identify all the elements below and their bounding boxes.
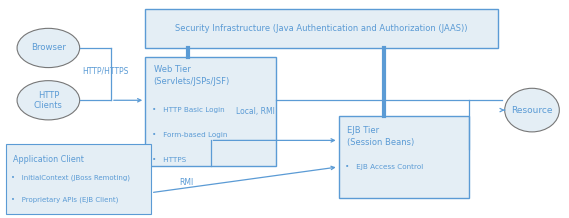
Text: Resource: Resource (512, 106, 552, 115)
Text: •   Proprietary APIs (EJB Client): • Proprietary APIs (EJB Client) (11, 196, 119, 203)
Text: •   HTTPS: • HTTPS (152, 157, 186, 163)
Ellipse shape (505, 88, 559, 132)
Ellipse shape (17, 81, 80, 120)
Text: •   InitialContext (JBoss Remoting): • InitialContext (JBoss Remoting) (11, 174, 130, 181)
Text: EJB Tier
(Session Beans): EJB Tier (Session Beans) (347, 126, 414, 147)
FancyBboxPatch shape (6, 144, 151, 214)
FancyBboxPatch shape (145, 9, 498, 48)
Text: Local, RMI: Local, RMI (236, 107, 275, 116)
Text: •   HTTP Basic Login: • HTTP Basic Login (152, 107, 225, 113)
Text: RMI: RMI (179, 177, 193, 187)
Text: Web Tier
(Servlets/JSPs/JSF): Web Tier (Servlets/JSPs/JSF) (154, 65, 230, 86)
FancyBboxPatch shape (145, 57, 276, 166)
FancyBboxPatch shape (339, 116, 469, 198)
Text: Browser: Browser (31, 43, 66, 53)
Text: HTTP/HTTPS: HTTP/HTTPS (83, 66, 129, 75)
Text: Security Infrastructure (Java Authentication and Authorization (JAAS)): Security Infrastructure (Java Authentica… (175, 24, 468, 33)
Text: •   EJB Access Control: • EJB Access Control (345, 164, 424, 170)
Text: •   Form-based Login: • Form-based Login (152, 132, 227, 138)
Text: Application Client: Application Client (13, 155, 84, 164)
Ellipse shape (17, 28, 80, 68)
Text: HTTP
Clients: HTTP Clients (34, 91, 63, 110)
